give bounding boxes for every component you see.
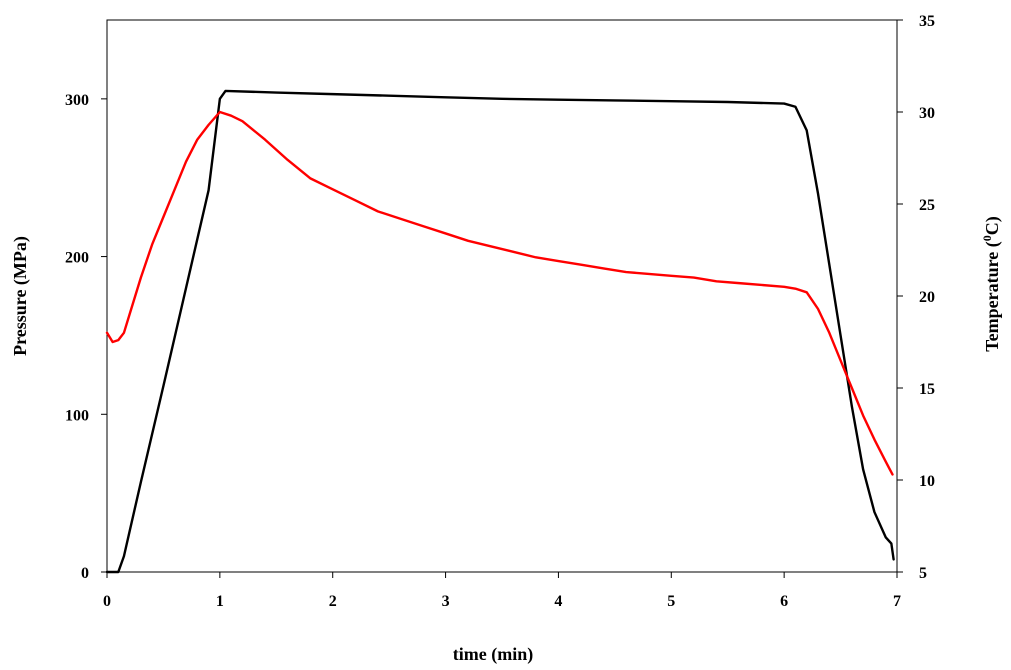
- right-y-tick-label: 30: [919, 105, 935, 122]
- right-y-tick-label: 20: [919, 289, 935, 306]
- left-y-tick-label: 200: [65, 250, 89, 267]
- right-y-tick-label: 10: [919, 473, 935, 490]
- x-tick-label: 1: [216, 593, 224, 610]
- left-y-tick-label: 100: [65, 407, 89, 424]
- right-y-axis-title-superscript: 0: [980, 235, 994, 241]
- left-y-axis-title: Pressure (MPa): [10, 236, 31, 356]
- right-y-tick-label: 25: [919, 197, 935, 214]
- series-layer: [105, 89, 895, 574]
- labels-layer: 0 1 2 3 4 5 6 7 0 100 200 300 5 10 15 20 25 30 35: [65, 13, 935, 610]
- x-tick-label: 4: [554, 593, 562, 610]
- x-axis-title: time (min): [453, 644, 533, 665]
- right-y-axis-title-suffix: C): [982, 216, 1003, 235]
- x-tick-label: 6: [780, 593, 788, 610]
- right-y-tick-label: 5: [919, 565, 927, 582]
- x-tick-label: 0: [103, 593, 111, 610]
- x-tick-label: 3: [442, 593, 450, 610]
- right-y-tick-label: 35: [919, 13, 935, 30]
- left-y-tick-label: 0: [81, 565, 89, 582]
- x-tick-label: 5: [667, 593, 675, 610]
- right-y-tick-label: 15: [919, 381, 935, 398]
- x-tick-label: 2: [329, 593, 337, 610]
- left-y-tick-label: 300: [65, 92, 89, 109]
- x-tick-label: 7: [893, 593, 901, 610]
- pressure-series-line: [105, 89, 895, 574]
- right-y-axis-title: Temperature (0C): [980, 216, 1003, 351]
- temperature-series-line: [105, 110, 894, 476]
- ticks-layer: [101, 19, 903, 578]
- right-y-axis-title-prefix: Temperature (: [982, 241, 1003, 351]
